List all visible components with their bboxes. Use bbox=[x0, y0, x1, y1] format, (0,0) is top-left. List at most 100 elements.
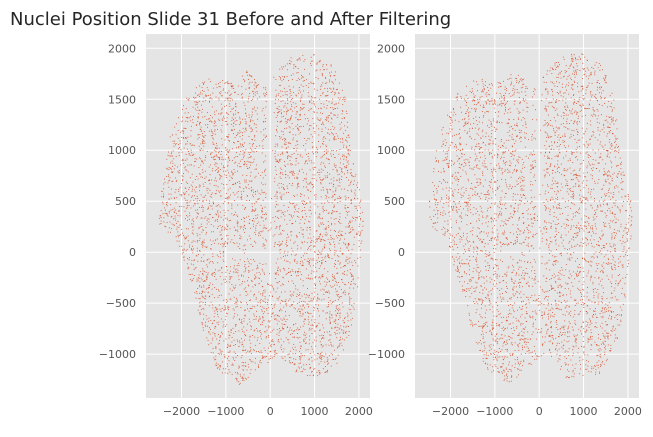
scatter-point bbox=[579, 194, 580, 196]
scatter-point bbox=[239, 166, 241, 168]
scatter-point bbox=[293, 363, 295, 365]
scatter-point bbox=[254, 88, 256, 90]
scatter-point bbox=[341, 171, 343, 173]
scatter-point bbox=[529, 154, 531, 156]
scatter-point bbox=[206, 276, 208, 278]
scatter-point bbox=[262, 300, 264, 302]
scatter-point bbox=[272, 235, 274, 237]
scatter-point bbox=[348, 243, 350, 245]
scatter-point bbox=[207, 259, 209, 261]
scatter-point bbox=[247, 184, 249, 186]
scatter-point bbox=[192, 218, 194, 220]
scatter-point bbox=[281, 291, 282, 293]
scatter-point bbox=[207, 188, 209, 190]
scatter-point bbox=[262, 199, 264, 201]
scatter-point bbox=[198, 227, 200, 228]
scatter-point bbox=[350, 169, 352, 170]
scatter-point bbox=[225, 82, 227, 83]
scatter-point bbox=[342, 137, 344, 139]
scatter-point bbox=[243, 271, 245, 273]
scatter-point bbox=[551, 337, 553, 339]
scatter-point bbox=[318, 238, 320, 239]
scatter-point bbox=[315, 345, 317, 347]
scatter-point bbox=[544, 176, 546, 178]
scatter-point bbox=[548, 341, 550, 343]
scatter-point bbox=[175, 202, 177, 204]
scatter-point bbox=[314, 359, 316, 361]
scatter-point bbox=[226, 358, 228, 360]
scatter-point bbox=[319, 341, 321, 343]
scatter-point bbox=[258, 232, 260, 234]
scatter-point bbox=[268, 307, 270, 309]
scatter-point bbox=[217, 170, 219, 172]
scatter-point bbox=[255, 318, 257, 320]
scatter-point bbox=[332, 359, 334, 360]
scatter-point bbox=[330, 71, 332, 73]
scatter-point bbox=[255, 191, 257, 193]
scatter-point bbox=[291, 269, 293, 271]
scatter-point bbox=[255, 277, 257, 279]
scatter-point bbox=[195, 92, 196, 94]
scatter-point bbox=[218, 97, 220, 99]
scatter-point bbox=[577, 134, 579, 136]
scatter-point bbox=[487, 368, 489, 370]
scatter-point bbox=[615, 137, 617, 139]
scatter-point bbox=[565, 358, 567, 359]
scatter-point bbox=[358, 202, 360, 204]
scatter-point bbox=[288, 126, 290, 128]
scatter-point bbox=[227, 136, 228, 138]
scatter-point bbox=[306, 260, 308, 262]
scatter-point bbox=[179, 147, 180, 148]
scatter-point bbox=[291, 106, 293, 107]
scatter-point bbox=[522, 125, 524, 127]
scatter-point bbox=[202, 268, 204, 270]
scatter-point bbox=[297, 77, 299, 79]
scatter-point bbox=[204, 94, 206, 96]
scatter-point bbox=[246, 302, 248, 304]
scatter-point bbox=[322, 169, 324, 171]
scatter-point bbox=[322, 259, 324, 261]
scatter-point bbox=[224, 174, 226, 176]
scatter-point bbox=[248, 114, 250, 116]
scatter-point bbox=[229, 298, 231, 300]
scatter-point bbox=[342, 319, 344, 321]
scatter-point bbox=[279, 252, 281, 254]
scatter-point bbox=[232, 184, 234, 186]
scatter-point bbox=[231, 364, 233, 366]
scatter-point bbox=[184, 210, 186, 212]
scatter-point bbox=[260, 234, 262, 236]
scatter-point bbox=[325, 312, 327, 314]
scatter-point bbox=[290, 362, 292, 364]
scatter-point bbox=[210, 248, 212, 249]
scatter-point bbox=[248, 83, 250, 85]
scatter-point bbox=[197, 198, 199, 199]
scatter-point bbox=[311, 357, 313, 359]
scatter-point bbox=[301, 194, 303, 196]
scatter-point bbox=[325, 255, 326, 257]
scatter-point bbox=[244, 309, 245, 311]
scatter-point bbox=[287, 63, 289, 65]
scatter-point bbox=[221, 150, 223, 152]
scatter-point bbox=[327, 220, 329, 222]
scatter-point bbox=[298, 311, 300, 313]
scatter-point bbox=[264, 93, 266, 95]
scatter-point bbox=[239, 186, 241, 188]
scatter-point bbox=[275, 194, 277, 196]
scatter-point bbox=[353, 183, 354, 185]
scatter-point bbox=[344, 206, 346, 208]
scatter-point bbox=[281, 90, 283, 92]
scatter-point bbox=[315, 230, 317, 232]
scatter-point bbox=[216, 365, 217, 366]
scatter-point bbox=[226, 235, 227, 237]
scatter-point bbox=[242, 349, 244, 351]
scatter-point bbox=[282, 276, 284, 278]
scatter-point bbox=[572, 355, 574, 357]
scatter-point bbox=[491, 100, 493, 102]
scatter-point bbox=[347, 207, 349, 208]
scatter-point bbox=[228, 356, 230, 358]
scatter-point bbox=[201, 290, 203, 292]
scatter-point bbox=[187, 216, 189, 218]
scatter-point bbox=[196, 217, 197, 219]
scatter-point bbox=[209, 101, 210, 103]
